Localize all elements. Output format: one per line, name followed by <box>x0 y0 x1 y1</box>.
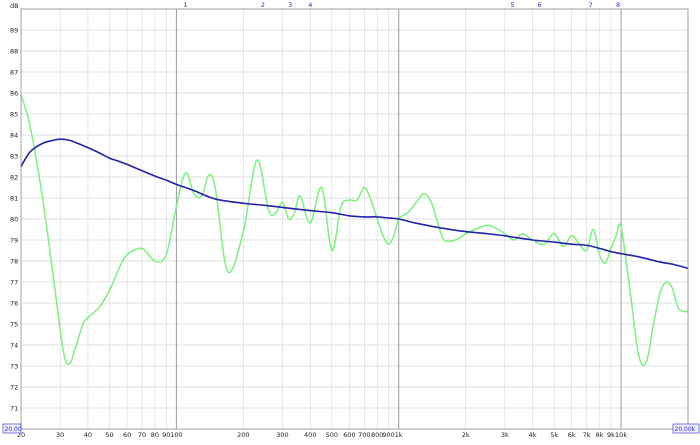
y-tick-label: 83 <box>10 152 18 160</box>
x-tick-label: 9k <box>607 431 615 439</box>
x-tick-label: 200 <box>237 431 249 439</box>
y-tick-label: 85 <box>10 110 18 118</box>
marker-label: 2 <box>261 1 265 9</box>
x-tick-label: 400 <box>304 431 316 439</box>
x-range-start-box[interactable]: 20.00 <box>2 423 22 434</box>
x-tick-label: 50 <box>105 431 113 439</box>
x-tick-label: 4k <box>529 431 537 439</box>
measured-response-line <box>20 94 689 366</box>
y-tick-label: 82 <box>10 173 18 181</box>
x-range-start-label: 20.00 <box>5 426 22 433</box>
y-tick-label: 77 <box>10 278 18 286</box>
y-tick-label: 84 <box>10 131 18 139</box>
y-tick-label: 81 <box>10 194 18 202</box>
x-tick-label: 6k <box>568 431 576 439</box>
x-range-end-label: 20.00k <box>675 426 696 433</box>
marker-label: 6 <box>538 1 542 9</box>
x-tick-label: 3k <box>501 431 509 439</box>
y-tick-label: 88 <box>10 47 18 55</box>
y-tick-label: 89 <box>10 26 18 34</box>
y-tick-label: 87 <box>10 68 18 76</box>
x-tick-label: 8k <box>596 431 604 439</box>
labels: 7172737475767778798081828384858687888920… <box>10 1 627 439</box>
y-tick-label: 74 <box>10 341 18 349</box>
y-tick-label: 71 <box>10 404 18 412</box>
marker-label: 5 <box>510 1 514 9</box>
marker-label: 3 <box>288 1 292 9</box>
marker-label: 4 <box>308 1 312 9</box>
x-tick-label: 1k <box>395 431 403 439</box>
x-tick-label: 20 <box>17 431 25 439</box>
x-tick-label: 500 <box>326 431 338 439</box>
x-tick-label: 90 <box>162 431 170 439</box>
curves <box>20 94 689 366</box>
plot-frame <box>20 8 689 430</box>
y-tick-label: 72 <box>10 383 18 391</box>
y-tick-label: 73 <box>10 362 18 370</box>
x-tick-label: 300 <box>276 431 288 439</box>
x-tick-label: 5k <box>550 431 558 439</box>
x-tick-label: 10k <box>615 431 627 439</box>
marker-label: 8 <box>616 1 620 9</box>
marker-label: 7 <box>589 1 593 9</box>
y-tick-label: 79 <box>10 236 18 244</box>
y-tick-label: 75 <box>10 320 18 328</box>
y-tick-label: 76 <box>10 299 18 307</box>
x-tick-label: 70 <box>138 431 146 439</box>
x-tick-label: 100 <box>170 431 182 439</box>
x-tick-label: 700 <box>358 431 370 439</box>
x-tick-label: 600 <box>343 431 355 439</box>
grid <box>21 9 688 429</box>
x-tick-label: 40 <box>84 431 92 439</box>
target-curve-line <box>20 138 689 270</box>
x-tick-label: 80 <box>151 431 159 439</box>
y-tick-label: 86 <box>10 89 18 97</box>
y-tick-label: 80 <box>10 215 18 223</box>
x-tick-label: 60 <box>123 431 131 439</box>
x-tick-label: 30 <box>56 431 64 439</box>
x-range-end-box[interactable]: 20.00k <box>672 423 700 434</box>
x-tick-label: 900 <box>382 431 394 439</box>
y-tick-label: 78 <box>10 257 18 265</box>
x-tick-label: 7k <box>583 431 591 439</box>
x-tick-label: 800 <box>371 431 383 439</box>
x-tick-label: 2k <box>462 431 470 439</box>
y-unit-label: dB <box>10 2 19 10</box>
marker-label: 1 <box>184 1 188 9</box>
